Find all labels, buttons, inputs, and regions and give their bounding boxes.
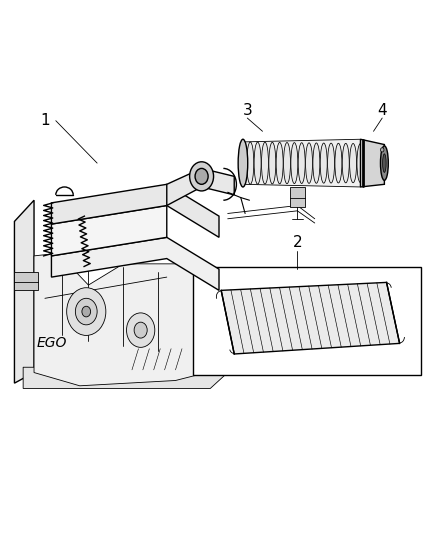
- Bar: [290, 187, 305, 207]
- Ellipse shape: [247, 142, 254, 184]
- Bar: [193, 266, 421, 375]
- Ellipse shape: [320, 143, 327, 183]
- Ellipse shape: [298, 143, 305, 183]
- Ellipse shape: [313, 143, 320, 183]
- Ellipse shape: [195, 168, 208, 184]
- Ellipse shape: [75, 298, 97, 325]
- Ellipse shape: [276, 142, 283, 184]
- Ellipse shape: [134, 322, 147, 338]
- Ellipse shape: [381, 148, 384, 152]
- Ellipse shape: [381, 146, 389, 180]
- Ellipse shape: [254, 142, 261, 184]
- Text: 2: 2: [293, 235, 302, 250]
- Ellipse shape: [67, 288, 106, 335]
- Polygon shape: [360, 139, 385, 187]
- Ellipse shape: [283, 142, 290, 184]
- Ellipse shape: [383, 154, 386, 172]
- Polygon shape: [51, 184, 219, 237]
- Ellipse shape: [240, 142, 247, 184]
- Ellipse shape: [82, 306, 91, 317]
- Ellipse shape: [238, 139, 248, 187]
- Ellipse shape: [350, 143, 357, 183]
- Ellipse shape: [342, 143, 349, 183]
- Polygon shape: [51, 237, 219, 290]
- Polygon shape: [243, 139, 360, 187]
- Polygon shape: [14, 200, 34, 383]
- Ellipse shape: [127, 313, 155, 348]
- Text: 4: 4: [378, 102, 387, 118]
- Polygon shape: [34, 253, 228, 386]
- Ellipse shape: [190, 162, 214, 191]
- Ellipse shape: [261, 142, 268, 184]
- Polygon shape: [51, 206, 167, 256]
- Ellipse shape: [269, 142, 276, 184]
- Bar: [14, 272, 39, 290]
- Ellipse shape: [291, 143, 298, 183]
- Polygon shape: [23, 354, 228, 389]
- Text: EGO: EGO: [36, 336, 67, 350]
- Text: 3: 3: [242, 102, 252, 118]
- Polygon shape: [221, 282, 399, 354]
- Ellipse shape: [328, 143, 335, 183]
- Polygon shape: [167, 168, 234, 206]
- Ellipse shape: [306, 143, 313, 183]
- Text: 1: 1: [40, 113, 50, 128]
- Ellipse shape: [357, 143, 364, 183]
- Ellipse shape: [335, 143, 342, 183]
